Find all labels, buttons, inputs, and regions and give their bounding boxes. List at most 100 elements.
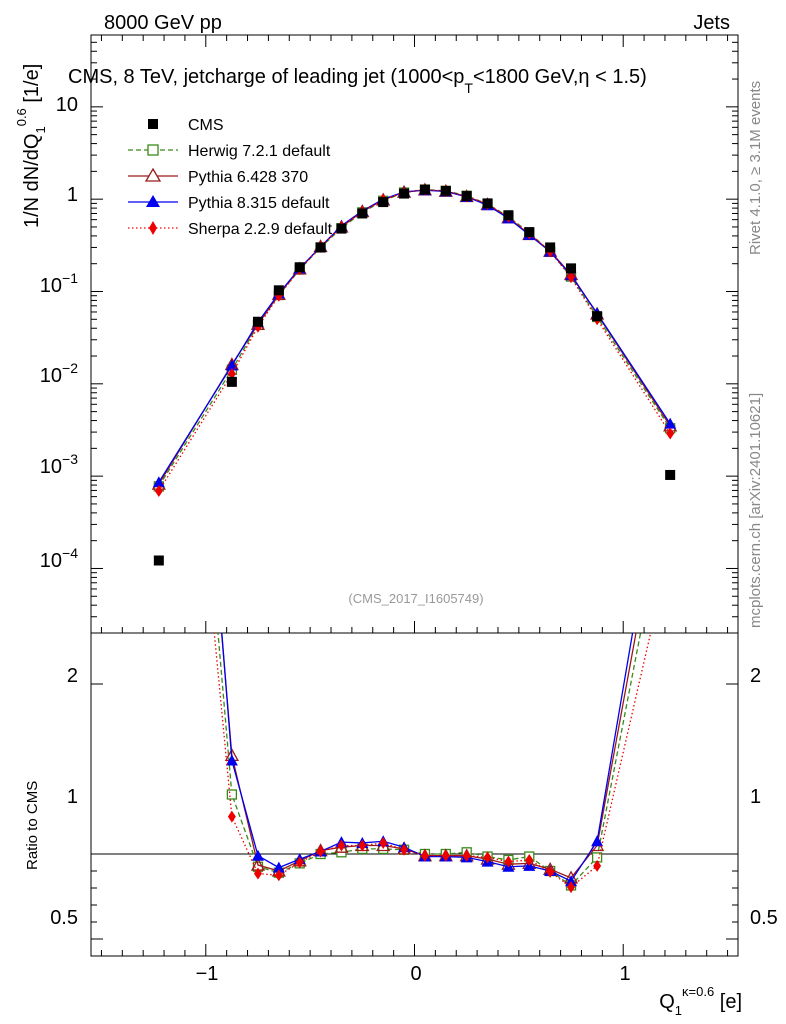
cms-point [592,311,603,322]
cms-point [524,227,535,238]
sherpa-2-2-9-default-ratio-point [227,810,236,823]
sherpa-2-2-9-default-point [666,427,675,440]
sherpa-2-2-9-default-ratio-point [462,849,471,862]
pythia-8-315-default-ratio-point [664,406,676,417]
sherpa-2-2-9-default-ratio-point [525,853,534,866]
cms-point [461,191,472,202]
cms-point [545,242,556,253]
plot-title: CMS, 8 TeV, jetcharge of leading jet (10… [68,66,647,96]
cms-point [419,184,430,195]
sherpa-2-2-9-default-point [154,485,163,498]
cms-point [357,208,368,219]
main-y-tick-labels: 10 1 10−1 10−2 10−3 10−4 [40,94,78,572]
legend-pythia6-marker [144,167,162,182]
legend-entry-pythia6: Pythia 6.428 370 [128,167,308,186]
legend-entry-pythia8: Pythia 8.315 default [128,195,330,212]
cms-point [566,263,577,274]
cms-point [440,185,451,196]
pythia-6-428-370-ratio-line [220,633,637,879]
y-tick-label-10: 10 [56,94,78,116]
x-tick-labels: −1 0 1 [196,963,631,985]
sherpa-2-2-9-default-ratio-point [400,843,409,856]
legend-herwig-label: Herwig 7.2.1 default [188,143,331,160]
analysis-watermark: (CMS_2017_I1605749) [348,591,483,606]
ratio-tick-label-1-right: 1 [750,786,761,808]
axis-ticks [91,34,738,956]
sherpa-2-2-9-default-ratio-point [316,845,325,858]
cms-point [273,285,284,296]
y-tick-label-0.01: 10−2 [40,360,78,387]
cms-point [399,188,410,199]
sherpa-2-2-9-default-ratio-line [213,633,652,888]
sherpa-2-2-9-default-ratio-point [337,839,346,852]
cms-point [665,469,676,480]
cms-point [226,376,237,387]
legend-pythia6-label: Pythia 6.428 370 [188,169,308,186]
pythia-8-315-default-ratio-point [225,754,238,766]
cms-point [252,316,263,327]
main-plot-series [151,182,678,566]
pythia-8-315-default-point [152,476,165,488]
pythia-8-315-default-ratio-point [272,861,285,873]
pythia-8-315-default-point [664,417,677,429]
ratio-tick-label-2-left: 2 [67,665,78,687]
x-tick-label-0: 0 [410,963,421,985]
sherpa-2-2-9-default-ratio-point [504,855,513,868]
y-tick-label-0.001: 10−3 [40,451,78,478]
ratio-tick-label-2-right: 2 [750,665,761,687]
legend-cms-marker [148,119,158,129]
sherpa-2-2-9-default-ratio-point [420,849,429,862]
ratio-tick-label-0.5-right: 0.5 [750,907,778,929]
ratio-y-axis-label: Ratio to CMS [24,781,41,870]
legend-entry-sherpa: Sherpa 2.2.9 default [128,221,333,238]
y-tick-label-1: 1 [67,184,78,206]
herwig-7-2-1-default-ratio-line [217,633,642,887]
legend-entry-cms: CMS [148,117,224,134]
mcplots-label: mcplots.cern.ch [arXiv:2401.10621] [747,393,764,628]
ratio-frame [90,632,739,957]
sherpa-2-2-9-default-ratio-point [295,856,304,869]
legend-pythia8-marker [146,195,160,207]
legend-sherpa-label: Sherpa 2.2.9 default [188,221,333,238]
pythia-8-315-default-ratio-line [221,633,634,883]
pythia-8-315-default-ratio-point [565,875,578,887]
herwig-7-2-1-default-ratio-point [226,789,238,800]
cms-point [153,555,164,566]
sherpa-2-2-9-default-ratio-point [441,849,450,862]
cms-point [482,198,493,209]
cms-point [503,210,514,221]
sherpa-2-2-9-default-ratio-point [274,869,283,882]
rivet-label: Rivet 4.1.0, ≥ 3.1M events [747,81,764,255]
ratio-y-tick-labels: 2 1 0.5 2 1 0.5 [50,665,778,929]
y-tick-label-0.0001: 10−4 [40,545,78,572]
cms-point [378,197,389,208]
sherpa-2-2-9-default-ratio-point [593,859,602,872]
pythia-8-315-default-ratio-point [591,835,604,847]
main-y-axis-label: 1/N dN/dQ10.6 [1/e] [14,64,48,228]
ratio-plot-series [155,49,676,894]
y-tick-label-0.1: 10−1 [40,270,78,297]
legend-pythia8-label: Pythia 8.315 default [188,195,330,212]
sherpa-2-2-9-default-ratio-point [253,867,262,880]
legend-entry-herwig: Herwig 7.2.1 default [128,143,331,160]
sherpa-2-2-9-default-ratio-point [155,49,163,61]
sherpa-2-2-9-default-ratio-point [666,542,674,554]
sherpa-2-2-9-default-ratio-point [567,881,576,894]
cms-point [294,262,305,273]
x-tick-label-1: 1 [619,963,630,985]
cms-point [336,223,347,234]
sherpa-2-2-9-default-ratio-point [358,839,367,852]
legend-cms-label: CMS [188,117,224,134]
sherpa-2-2-9-default-line [158,189,671,492]
process-label: Jets [693,12,730,34]
ratio-tick-label-0.5-left: 0.5 [50,907,78,929]
pythia-8-315-default-ratio-point [251,849,264,861]
pythia-6-428-370-ratio-point [664,440,676,451]
x-axis-label: Q1κ=0.6 [e] [659,984,742,1018]
legend-herwig-marker [147,144,159,156]
sherpa-2-2-9-default-ratio-point [546,865,555,878]
sherpa-2-2-9-default-ratio-point [483,851,492,864]
x-tick-label-neg1: −1 [196,963,219,985]
cms-point [315,242,326,253]
